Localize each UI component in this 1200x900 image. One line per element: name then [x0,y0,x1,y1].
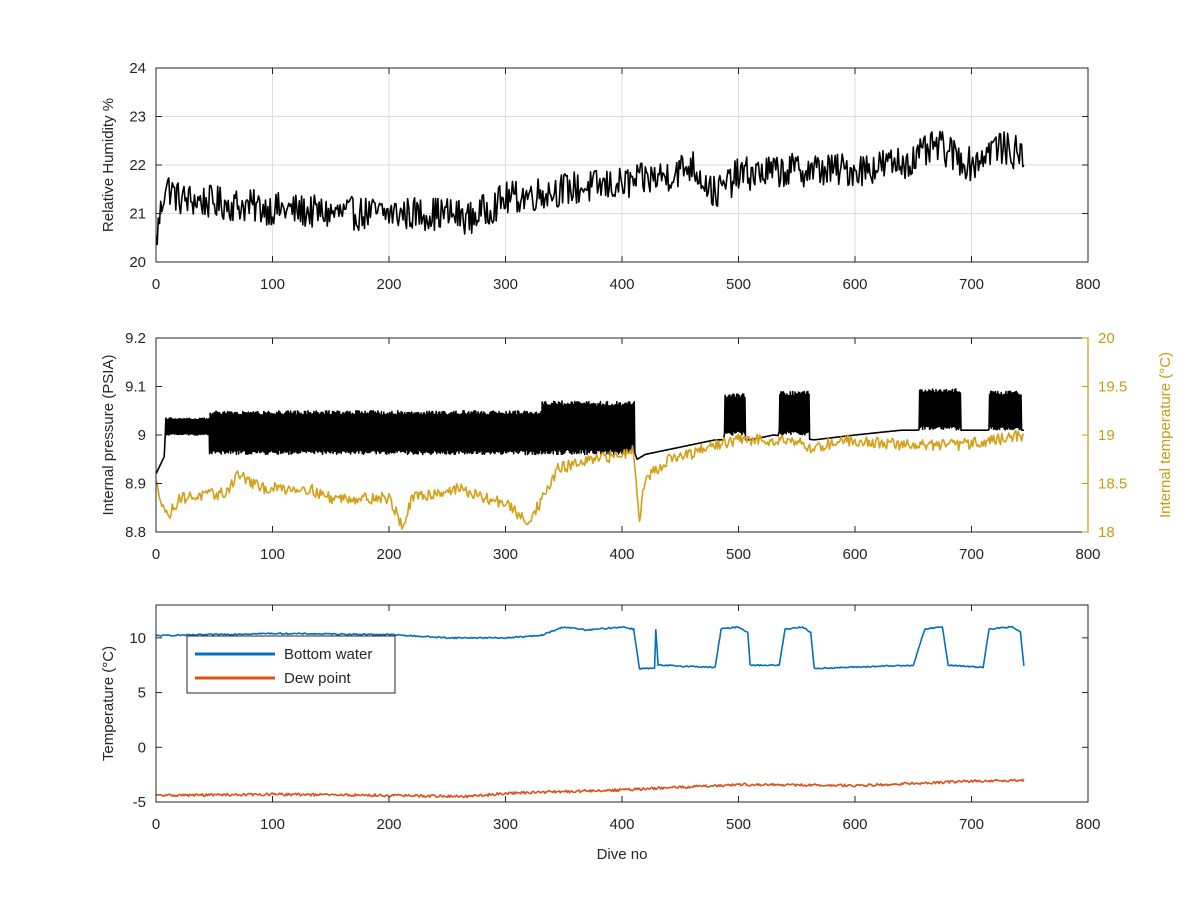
x-tick-label: 500 [726,546,751,563]
right-y-tick-label: 20 [1098,330,1115,347]
y-tick-label: 24 [129,60,146,77]
y-tick-label: 23 [129,109,146,126]
x-tick-label: 700 [959,816,984,833]
y-tick-label: 8.8 [125,524,146,541]
x-tick-label: 500 [726,276,751,293]
x-tick-label: 400 [609,276,634,293]
series-line-dew-point [156,778,1025,799]
y-tick-label: -5 [133,794,146,811]
x-tick-label: 200 [376,276,401,293]
y-axis-label: Temperature (°C) [100,646,117,761]
x-tick-label: 200 [376,546,401,563]
x-tick-label: 700 [959,276,984,293]
legend-entry: Bottom water [284,646,372,663]
y-axis-label: Relative Humidity % [100,98,117,232]
x-tick-label: 0 [152,276,160,293]
x-tick-label: 100 [260,816,285,833]
x-tick-label: 300 [493,546,518,563]
axes-box [155,604,1089,803]
y-tick-label: 8.9 [125,476,146,493]
x-tick-label: 800 [1075,816,1100,833]
right-y-tick-label: 18 [1098,524,1115,541]
right-y-axis-label: Internal temperature (°C) [1157,352,1174,518]
y-tick-label: 20 [129,254,146,271]
x-tick-label: 300 [493,276,518,293]
series-line-1-1 [156,130,1025,246]
y-tick-label: 0 [138,739,146,756]
x-tick-label: 200 [376,816,401,833]
x-tick-label: 700 [959,546,984,563]
x-tick-label: 0 [152,816,160,833]
x-tick-label: 400 [609,816,634,833]
x-tick-label: 500 [726,816,751,833]
y-tick-label: 22 [129,157,146,174]
pressure-temperature-panel: 0 100 200 300 400 500 600 700 800 8.8 8.9 9 9.1 9.2 18… [100,330,1174,563]
right-y-tick-label: 19 [1098,427,1115,444]
y-tick-label: 5 [138,685,146,702]
y-tick-label: 9.1 [125,379,146,396]
y-tick-label: 21 [129,206,146,223]
x-tick-label: 600 [842,816,867,833]
x-tick-label: 100 [260,276,285,293]
legend-box [186,635,396,694]
right-y-tick-label: 18.5 [1098,476,1127,493]
series-line-2-1 [156,388,1024,475]
right-y-tick-label: 19.5 [1098,379,1127,396]
x-tick-label: 0 [152,546,160,563]
y-tick-label: 9 [138,427,146,444]
x-tick-label: 300 [493,816,518,833]
y-tick-label: 9.2 [125,330,146,347]
humidity-panel: 0 100 200 300 400 500 600 700 800 20 21 22 23 24 Relat… [100,60,1101,293]
temperature-panel: 0 100 200 300 400 500 600 700 800 -5 0 5 10 Temperatu… [100,604,1101,863]
x-tick-label: 100 [260,546,285,563]
x-tick-label: 800 [1075,276,1100,293]
x-axis-label: Dive no [597,846,648,863]
x-tick-label: 800 [1075,546,1100,563]
series-line-2-2 [156,429,1025,530]
x-tick-label: 600 [842,546,867,563]
y-tick-label: 10 [129,630,146,647]
series-line-bottom-water [156,625,1025,670]
x-tick-label: 600 [842,276,867,293]
legend-entry: Dew point [284,670,352,687]
x-tick-label: 400 [609,546,634,563]
y-axis-label: Internal pressure (PSIA) [100,355,117,516]
